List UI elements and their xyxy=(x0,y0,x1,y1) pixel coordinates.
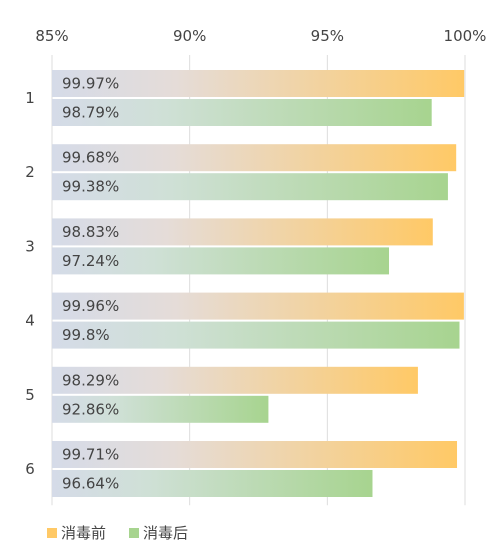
gridlines xyxy=(51,55,466,506)
x-tick-label: 100% xyxy=(444,27,487,45)
bars xyxy=(52,70,465,497)
data-label: 97.24% xyxy=(62,252,119,270)
bar-before xyxy=(52,218,433,246)
data-label: 99.71% xyxy=(62,446,119,464)
bar-after xyxy=(52,247,390,275)
data-label: 98.79% xyxy=(62,104,119,122)
x-tick-label: 95% xyxy=(311,27,344,45)
bar-after xyxy=(52,99,432,126)
legend-swatch xyxy=(47,528,57,538)
bar-before xyxy=(52,441,458,468)
category-label: 5 xyxy=(25,386,35,404)
category-label: 6 xyxy=(25,460,35,478)
x-tick-label: 85% xyxy=(35,27,68,45)
category-label: 3 xyxy=(25,237,35,255)
category-label: 1 xyxy=(25,89,35,107)
legend-label: 消毒后 xyxy=(143,524,188,542)
data-label: 99.38% xyxy=(62,178,119,196)
bar-before xyxy=(52,292,464,320)
data-label: 99.8% xyxy=(62,326,110,344)
data-label: 98.29% xyxy=(62,371,119,389)
bar-after xyxy=(52,173,448,201)
category-label: 4 xyxy=(25,312,35,330)
bar-before xyxy=(52,366,418,394)
bar-after xyxy=(52,470,373,497)
data-label: 99.96% xyxy=(62,297,119,315)
legend-label: 消毒前 xyxy=(61,524,106,542)
data-label: 92.86% xyxy=(62,400,119,418)
legend: 消毒前 消毒后 xyxy=(47,524,188,542)
x-tick-label: 90% xyxy=(173,27,206,45)
data-label: 98.83% xyxy=(62,223,119,241)
data-label: 96.64% xyxy=(62,475,119,493)
category-label: 2 xyxy=(25,163,35,181)
data-label: 99.68% xyxy=(62,149,119,167)
data-label: 99.97% xyxy=(62,75,119,93)
bar-after xyxy=(52,321,460,349)
bar-before xyxy=(52,70,465,97)
data-labels: 99.97% 98.79% 99.68% 99.38% 98.83% 97.24% 99.9… xyxy=(62,75,119,493)
y-axis-categories: 1 2 3 4 5 6 xyxy=(25,89,35,478)
bar-after xyxy=(52,395,269,423)
x-axis-ticks: 85% 90% 95% 100% xyxy=(35,27,486,45)
legend-swatch xyxy=(129,528,139,538)
bar-before xyxy=(52,144,457,172)
